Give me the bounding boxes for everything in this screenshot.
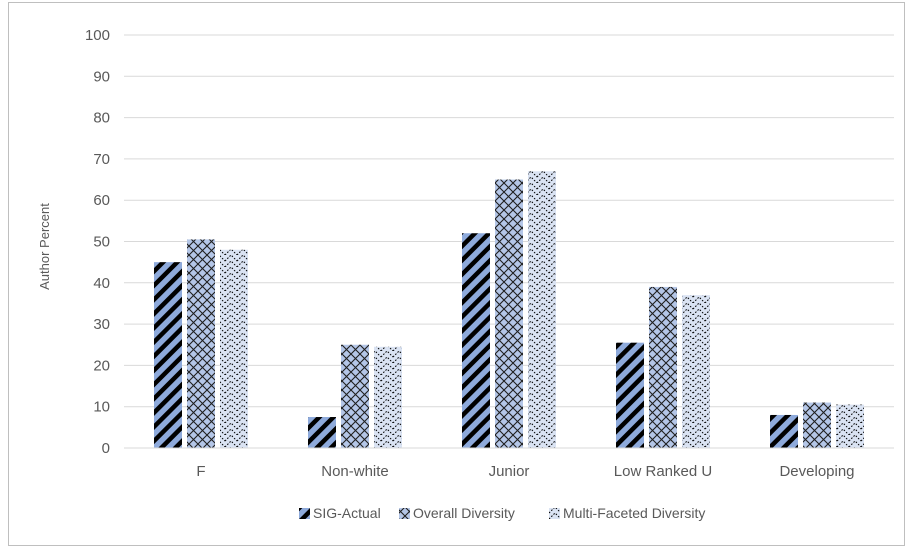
bar-overall-diversity-low-ranked-u (649, 286, 677, 448)
y-axis-ticks: 0 10 20 30 40 50 60 70 80 90 100 (85, 27, 110, 457)
bar-multi-faceted-diversity-low-ranked-u (682, 295, 710, 448)
y-tick-label: 30 (93, 316, 110, 333)
bar-multi-faceted-diversity-f (220, 249, 248, 448)
bar-sig-actual-junior (462, 233, 490, 448)
x-tick-label: Non-white (321, 463, 389, 480)
legend-item: Overall Diversity (399, 505, 515, 521)
bar-overall-diversity-non-white (341, 344, 369, 448)
y-tick-label: 60 (93, 192, 110, 209)
legend-label: Multi-Faceted Diversity (563, 505, 705, 521)
chart-frame: 0 10 20 30 40 50 60 70 80 90 100 F Non-white Junior L… (8, 2, 905, 546)
bar-multi-faceted-diversity-developing (836, 404, 864, 448)
bar-sig-actual-developing (770, 414, 798, 448)
legend-label: Overall Diversity (413, 505, 515, 521)
x-tick-label: Low Ranked U (614, 463, 712, 480)
x-axis-ticks: F Non-white Junior Low Ranked U Developing (196, 463, 854, 480)
legend-swatch (299, 508, 310, 519)
y-tick-label: 20 (93, 357, 110, 374)
bar-multi-faceted-diversity-junior (528, 171, 556, 449)
legend-item: SIG-Actual (299, 505, 381, 521)
bar-chart: 0 10 20 30 40 50 60 70 80 90 100 F Non-white Junior L… (37, 27, 894, 521)
x-tick-label: Junior (489, 463, 530, 480)
y-tick-label: 70 (93, 151, 110, 168)
bar-multi-faceted-diversity-non-white (374, 346, 402, 448)
bar-overall-diversity-f (187, 239, 215, 448)
legend-swatch (399, 508, 410, 519)
y-tick-label: 10 (93, 399, 110, 416)
bar-sig-actual-f (154, 262, 182, 448)
bar-sig-actual-low-ranked-u (616, 342, 644, 448)
y-tick-label: 40 (93, 275, 110, 292)
y-tick-label: 0 (102, 440, 110, 457)
legend-item: Multi-Faceted Diversity (549, 505, 705, 521)
legend: SIG-Actual Overall Diversity Multi-Faceted… (299, 505, 705, 521)
y-tick-label: 90 (93, 68, 110, 85)
y-tick-label: 100 (85, 27, 110, 44)
y-tick-label: 80 (93, 110, 110, 127)
y-tick-label: 50 (93, 234, 110, 251)
legend-label: SIG-Actual (313, 505, 381, 521)
y-axis-label: Author Percent (37, 203, 52, 290)
bar-overall-diversity-developing (803, 402, 831, 448)
legend-swatch (549, 508, 560, 519)
x-tick-label: Developing (779, 463, 854, 480)
x-tick-label: F (196, 463, 205, 480)
bar-sig-actual-non-white (308, 417, 336, 448)
bars (154, 171, 864, 449)
bar-overall-diversity-junior (495, 179, 523, 449)
